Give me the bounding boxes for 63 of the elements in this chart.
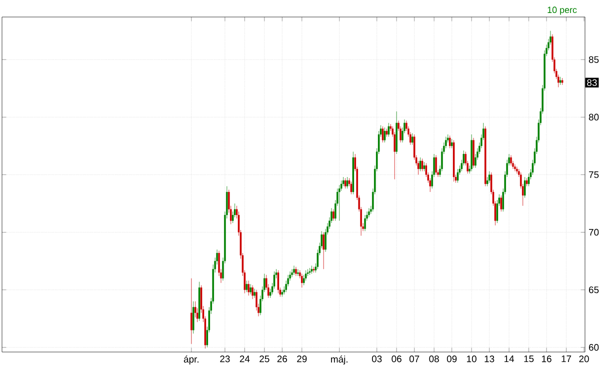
y-tick-label: 60 — [589, 344, 599, 351]
x-tick-label: 17 — [562, 356, 572, 362]
x-tick-label: 24 — [240, 356, 250, 362]
candlestick — [302, 274, 305, 286]
candlestick — [352, 151, 354, 194]
y-tick-label: 80 — [588, 114, 599, 121]
candlestick — [312, 266, 315, 273]
x-tick-label: 08 — [429, 356, 439, 362]
x-tick-label: 26 — [277, 356, 287, 362]
x-tick-label: 09 — [446, 356, 457, 362]
x-tick-label: ápr. — [184, 356, 198, 364]
x-tick-label: 10 — [467, 356, 476, 362]
candlestick — [198, 282, 200, 322]
candlestick — [277, 270, 280, 294]
x-tick-label: 23 — [220, 356, 230, 362]
candlestick — [281, 290, 284, 297]
candlestick — [488, 171, 490, 183]
x-tick-label: 15 — [524, 356, 534, 362]
x-tick-label: 06 — [392, 356, 402, 362]
candlestick — [448, 135, 451, 148]
candlestick — [308, 268, 311, 276]
candlestick — [194, 301, 196, 318]
x-tick-label: máj. — [331, 356, 348, 364]
candlestick — [423, 162, 426, 172]
candlestick — [301, 274, 303, 288]
x-tick-label: 25 — [260, 356, 270, 362]
candlestick — [419, 157, 422, 172]
y-tick-label: 65 — [589, 286, 599, 294]
annotation: 83 — [587, 79, 597, 86]
x-tick-label: 03 — [372, 356, 382, 362]
x-tick-label: 16 — [542, 356, 552, 362]
candlestick — [421, 158, 424, 172]
candlestick — [559, 76, 562, 86]
x-tick-label: 13 — [484, 356, 494, 362]
candlestick — [450, 138, 453, 148]
candlestick — [250, 284, 252, 295]
candlestick — [306, 268, 309, 276]
x-tick-label: 20 — [579, 356, 589, 362]
text: 10 perc — [548, 6, 577, 15]
candlestick — [192, 301, 194, 334]
candlestick — [322, 232, 324, 270]
candlestick — [411, 133, 414, 145]
y-tick-label: 85 — [588, 56, 599, 63]
y-tick-label: 70 — [589, 228, 599, 236]
candlestick — [526, 178, 528, 186]
x-tick-label: 29 — [297, 356, 307, 362]
candlestick — [338, 184, 340, 221]
candlestick — [304, 270, 307, 281]
candlestick — [248, 280, 250, 296]
y-tick-label: 75 — [589, 171, 599, 178]
candlestick — [561, 78, 564, 86]
candlestick — [484, 126, 486, 186]
candlestick — [350, 181, 352, 194]
candlestick — [528, 173, 530, 186]
candlestick — [388, 122, 390, 137]
candlestick — [452, 140, 455, 182]
x-tick-label: 14 — [504, 356, 514, 362]
candlestick — [344, 178, 346, 189]
candlestick — [310, 265, 313, 274]
candlestick — [384, 127, 386, 143]
candlestick — [346, 176, 348, 189]
candlestick — [386, 128, 388, 137]
x-tick-label: 07 — [409, 356, 420, 362]
